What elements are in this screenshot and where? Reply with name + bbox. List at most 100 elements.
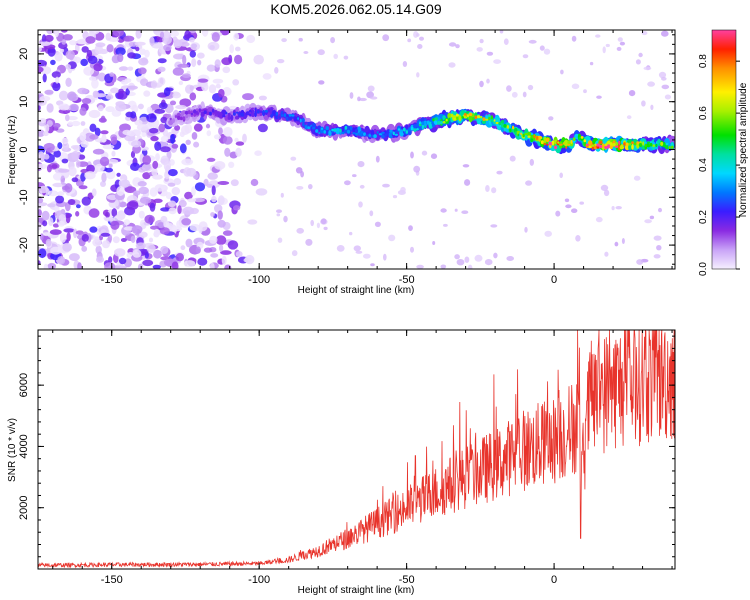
spectrogram-noise-blob (52, 223, 60, 228)
spectrogram-noise-blob (171, 187, 181, 196)
spectrogram-noise-blob (156, 36, 165, 43)
spectrogram-noise-blob (75, 230, 84, 235)
spectrogram-noise-blob (382, 183, 390, 188)
spectrogram-ridge-blob (283, 113, 287, 117)
spectrogram-ridge-blob (334, 129, 337, 132)
spectrogram-noise-blob (45, 238, 52, 247)
spectrogram-ridge-blob (620, 144, 624, 149)
spectrogram-noise-blob (115, 103, 127, 112)
spectrogram-ridge-blob (389, 129, 393, 133)
spectrogram-noise-blob (116, 186, 125, 196)
spectrogram-ridge-blob (227, 115, 231, 121)
spectrogram-noise-blob (115, 47, 126, 56)
snr-frame (37, 329, 676, 570)
spectrogram-noise-blob (416, 33, 420, 37)
spectrogram-noise-blob (57, 191, 65, 196)
spectrogram-ridge-blob (397, 128, 401, 131)
spectrogram-noise-blob (603, 189, 610, 197)
spectrogram-noise-blob (336, 245, 345, 252)
spectrogram-noise-blob (50, 246, 62, 255)
spectrogram-noise-blob (235, 141, 245, 146)
spectrogram-noise-blob (160, 207, 171, 212)
spectrogram-noise-blob (575, 235, 581, 242)
spectrogram-noise-blob (185, 139, 191, 145)
spectrogram-ridge-blob (498, 121, 502, 126)
spectrogram-ridge-blob (522, 133, 525, 138)
spectrogram-ridge-blob (251, 109, 255, 113)
spectrogram-ridge-blob (325, 128, 329, 136)
spectrogram-noise-blob (181, 158, 194, 166)
x-tick-label: -150 (101, 274, 123, 286)
spectrogram-noise-blob (171, 261, 179, 269)
spectrogram-ridge-blob (634, 142, 637, 146)
spectrogram-ridge-blob (350, 126, 353, 131)
spectrogram-ridge-blob (612, 143, 616, 147)
spectrogram-noise-blob (191, 132, 198, 140)
spectrogram-noise-blob (277, 237, 283, 243)
spectrogram-noise-blob (467, 264, 473, 269)
spectrogram-noise-blob (127, 85, 138, 90)
spectrogram-noise-blob (486, 51, 494, 56)
spectrogram-noise-blob (392, 195, 398, 199)
spectrogram-noise-blob (611, 206, 615, 211)
spectrogram-noise-blob (416, 264, 424, 269)
spectrogram-noise-blob (220, 250, 232, 255)
spectrogram-ridge-blob (607, 144, 611, 149)
spectrogram-noise-blob (170, 134, 176, 144)
spectrogram-noise-blob (213, 134, 222, 140)
spectrogram-noise-blob (416, 72, 420, 78)
spectrogram-noise-blob (62, 142, 70, 151)
spectrogram-noise-blob (369, 210, 374, 217)
spectrogram-noise-blob (43, 263, 49, 269)
spectrogram-noise-blob (38, 209, 42, 216)
spectrogram-ridge-blob (585, 143, 589, 146)
spectrogram-ridge-blob (413, 123, 417, 130)
spectrogram-noise-blob (79, 107, 87, 116)
spectrogram-ridge-blob (339, 128, 342, 133)
spectrogram-noise-blob (135, 242, 146, 250)
spectrogram-noise-blob (81, 245, 88, 252)
spectrogram-noise-blob (317, 49, 325, 56)
spectrogram-noise-blob (38, 163, 48, 170)
spectrogram-noise-blob (86, 49, 93, 58)
spectrogram-noise-blob (138, 210, 145, 219)
spectrogram-ridge-blob (408, 127, 412, 132)
spectrogram-ridge-blob (195, 112, 200, 115)
spectrogram-ridge-blob (554, 145, 558, 150)
spectrogram-noise-blob (363, 253, 371, 259)
spectrogram-ridge-blob (365, 134, 369, 137)
spectrogram-noise-blob (39, 118, 47, 124)
spectrogram-ridge-blob (299, 118, 302, 123)
spectrogram-noise-blob (432, 241, 436, 245)
spectrogram-noise-blob (476, 47, 483, 52)
spectrogram-noise-blob (636, 259, 644, 265)
spectrogram-noise-blob (55, 76, 60, 84)
spectrogram-noise-blob (91, 79, 99, 89)
spectrogram-ridge-blob (488, 116, 491, 121)
spectrogram-ridge-blob (601, 143, 605, 148)
spectrogram-ridge-blob (548, 141, 553, 146)
spectrogram-ridge-blob (526, 131, 532, 137)
x-tick-label: -150 (101, 574, 123, 586)
spectrogram-noise-blob (222, 135, 233, 145)
spectrogram-ridge-blob (615, 145, 619, 148)
spectrogram-ridge-blob (323, 130, 327, 134)
spectrogram-noise-blob (178, 80, 184, 86)
spectrogram-noise-blob (174, 125, 181, 131)
spectrogram-noise-blob (134, 119, 143, 126)
spectrogram-noise-blob (206, 64, 216, 72)
spectrogram-ridge-blob (551, 141, 555, 146)
spectrogram-noise-blob (154, 184, 166, 192)
spectrogram-ridge-blob (670, 145, 674, 149)
colorbar-tick-label: 0.6 (698, 106, 709, 120)
spectrogram-noise-blob (440, 264, 447, 269)
spectrogram-noise-blob (201, 83, 209, 92)
spectrogram-ridge-blob (533, 134, 536, 139)
spectrogram-ridge-blob (447, 112, 452, 120)
spectrogram-noise-blob (38, 129, 45, 137)
spectrogram-noise-blob (571, 83, 580, 90)
spectrogram-noise-blob (160, 116, 168, 124)
spectrogram-ridge-blob (278, 116, 281, 119)
spectrogram-ridge-blob (636, 141, 640, 145)
